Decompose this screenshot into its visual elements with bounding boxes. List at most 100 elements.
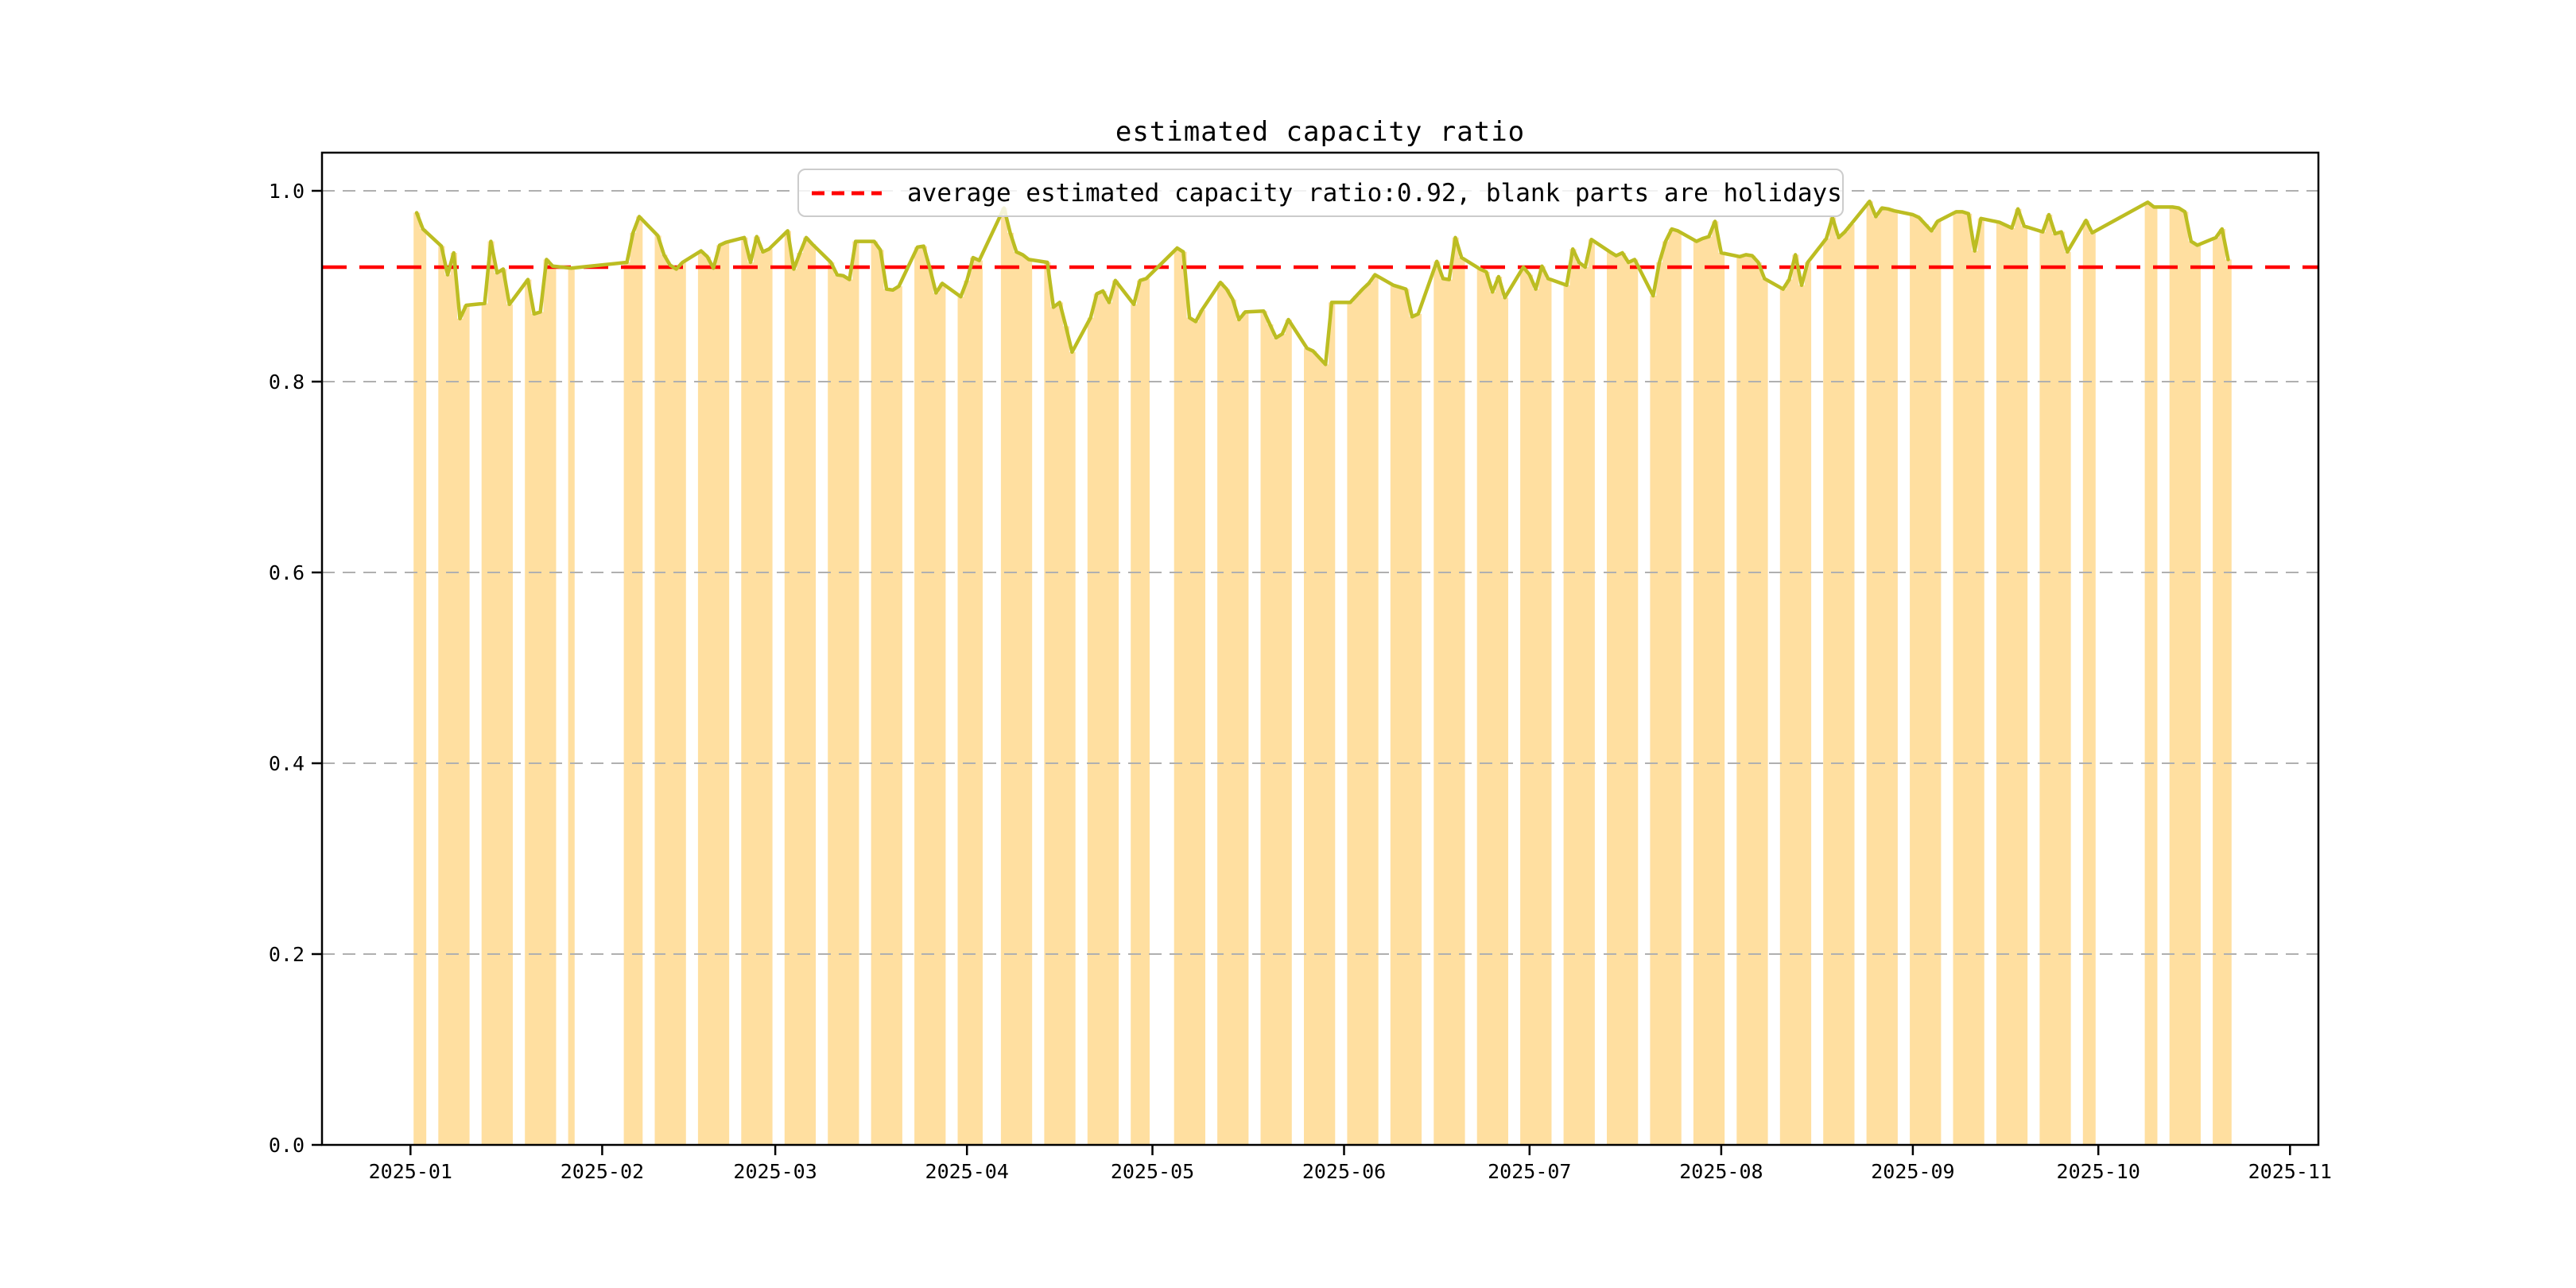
working-day-bar (1879, 208, 1886, 1146)
working-day-bar (1743, 254, 1750, 1145)
working-day-bar (828, 262, 835, 1145)
working-day-bar (877, 250, 884, 1145)
working-day-bar (463, 305, 470, 1145)
working-day-bar (494, 273, 501, 1146)
working-day-bar (1712, 221, 1719, 1145)
working-day-bar (2051, 234, 2059, 1145)
working-day-bar (487, 241, 495, 1146)
working-day-bar (1000, 208, 1008, 1146)
working-day-bar (1755, 262, 1762, 1145)
working-day-bar (1137, 280, 1144, 1145)
working-day-bar (766, 249, 773, 1146)
working-day-bar (2046, 215, 2053, 1145)
working-day-bar (790, 269, 797, 1145)
working-day-bar (1607, 251, 1614, 1145)
working-day-bar (1433, 261, 1441, 1145)
working-day-bar (654, 235, 661, 1145)
working-day-bar (1056, 302, 1064, 1145)
working-day-bar (2194, 245, 2201, 1145)
working-day-bar (1131, 304, 1138, 1145)
average-line-icon (812, 191, 882, 195)
working-day-bar (1563, 285, 1570, 1145)
working-day-bar (1650, 296, 1657, 1145)
working-day-bar (1798, 285, 1806, 1145)
working-day-bar (1928, 231, 1935, 1145)
working-day-bar (1934, 221, 1942, 1145)
working-day-bar (1668, 229, 1675, 1145)
working-day-bar (1489, 292, 1496, 1146)
working-day-bar (1520, 267, 1527, 1145)
working-day-bar (704, 256, 711, 1145)
working-day-bar (2015, 208, 2022, 1145)
working-day-bar (2058, 231, 2065, 1146)
working-day-bar (456, 318, 464, 1145)
working-day-bar (1371, 274, 1379, 1146)
working-day-bar (438, 246, 445, 1146)
working-day-bar (2144, 202, 2151, 1145)
working-day-bar (2175, 208, 2182, 1146)
working-day-bar (1804, 262, 1812, 1145)
working-day-bar (1792, 254, 1799, 1145)
x-tick-label: 2025-07 (1488, 1160, 1571, 1183)
y-tick-label: 1.0 (269, 180, 305, 203)
working-day-bar (444, 274, 452, 1146)
working-day-bar (1835, 237, 1842, 1145)
working-day-bar (2021, 226, 2028, 1145)
plot-frame (320, 151, 2320, 1146)
working-day-bar (1674, 231, 1682, 1145)
x-tick-label: 2025-09 (1871, 1160, 1954, 1183)
working-day-bar (1445, 279, 1453, 1146)
working-day-bar (2002, 225, 2009, 1146)
working-day-bar (630, 232, 637, 1145)
working-day-bar (1866, 201, 1873, 1146)
working-day-bar (1360, 289, 1367, 1146)
chart-title: estimated capacity ratio (1115, 116, 1526, 148)
working-day-bar (759, 251, 766, 1145)
working-day-bar (964, 280, 971, 1145)
legend-label: average estimated capacity ratio:0.92, b… (907, 178, 1842, 208)
working-day-bar (2082, 220, 2089, 1146)
y-tick-label: 0.4 (269, 752, 305, 775)
x-tick-label: 2025-06 (1302, 1160, 1386, 1183)
working-day-bar (506, 304, 513, 1145)
working-day-bar (1953, 211, 1960, 1145)
working-day-bar (1050, 307, 1057, 1145)
working-day-bar (1223, 289, 1231, 1146)
working-day-bar (1396, 287, 1403, 1146)
working-day-bar (2169, 207, 2176, 1145)
working-day-bar (1625, 262, 1632, 1145)
working-day-bar (834, 274, 841, 1146)
working-day-bar (1414, 313, 1422, 1145)
working-day-bar (1841, 231, 1849, 1146)
working-day-bar (753, 236, 761, 1146)
working-day-bar (2218, 229, 2226, 1145)
x-tick-label: 2025-10 (2057, 1160, 2140, 1183)
working-day-bar (809, 244, 817, 1146)
x-tick-label: 2025-04 (925, 1160, 1009, 1183)
working-day-bar (661, 254, 668, 1145)
working-day-bar (1779, 289, 1787, 1146)
working-day-bar (537, 312, 544, 1145)
working-day-bar (1699, 239, 1706, 1145)
working-day-bar (1705, 236, 1713, 1146)
working-day-bar (500, 269, 507, 1145)
working-day-bar (1891, 211, 1898, 1146)
capacity-ratio-line (414, 199, 2230, 367)
working-day-bar (1273, 337, 1280, 1145)
working-day-bar (2188, 241, 2195, 1146)
working-day-bar (1007, 232, 1014, 1145)
working-day-bar (2008, 227, 2015, 1145)
working-day-bar (1922, 224, 1929, 1145)
working-day-bar (481, 303, 488, 1146)
working-day-bar (1353, 296, 1360, 1145)
working-day-bar (871, 241, 878, 1146)
working-day-bar (710, 268, 717, 1146)
working-day-bar (2225, 259, 2232, 1145)
working-day-bar (1884, 208, 1892, 1145)
working-day-bar (679, 262, 686, 1145)
working-day-bar (1786, 279, 1793, 1146)
working-day-bar (1736, 256, 1744, 1145)
working-day-bar (933, 293, 940, 1145)
working-day-bar (697, 250, 705, 1146)
working-day-bar (1693, 241, 1701, 1146)
